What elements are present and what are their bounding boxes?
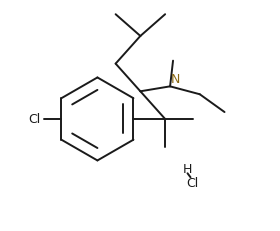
Text: Cl: Cl — [186, 176, 199, 189]
Text: Cl: Cl — [28, 113, 41, 126]
Text: H: H — [183, 162, 192, 175]
Text: N: N — [171, 73, 180, 86]
